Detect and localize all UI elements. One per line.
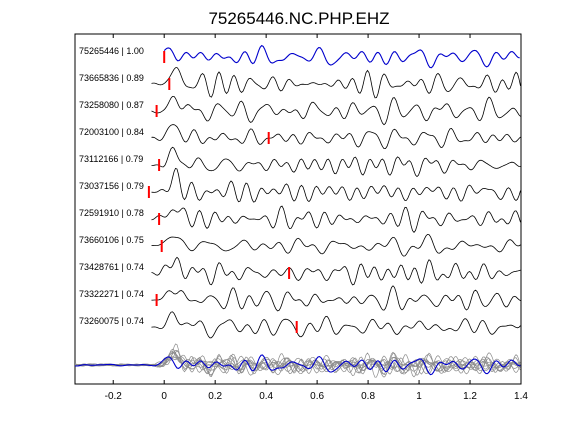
trace-label-1: 73665836 | 0.89 — [79, 73, 144, 83]
trace-line-0 — [163, 44, 520, 69]
trace-label-2: 73258080 | 0.87 — [79, 100, 144, 110]
chart-title: 75265446.NC.PHP.EHZ — [208, 9, 389, 28]
trace-label-4: 73112166 | 0.79 — [79, 154, 143, 164]
trace-line-2 — [151, 96, 521, 126]
trace-line-7 — [151, 233, 521, 257]
x-axis: -0.2 0 0.2 0.4 0.6 0.8 1 1.2 1.4 — [105, 34, 528, 402]
trace-label-0: 75265446 | 1.00 — [79, 46, 144, 56]
trace-label-6: 72591910 | 0.78 — [79, 208, 144, 218]
trace-line-4 — [151, 146, 521, 178]
x-tick-label-0: -0.2 — [105, 391, 123, 402]
x-tick-label-6: 1 — [416, 391, 422, 402]
x-tick-label-1: 0 — [161, 391, 167, 402]
trace-line-10 — [151, 311, 521, 339]
trace-line-1 — [151, 67, 521, 99]
x-tick-label-8: 1.4 — [514, 391, 528, 402]
trace-label-10: 73260075 | 0.74 — [79, 316, 144, 326]
trace-line-9 — [151, 285, 521, 312]
trace-label-9: 73322271 | 0.74 — [79, 289, 144, 299]
x-tick-label-2: 0.2 — [208, 391, 222, 402]
x-tick-label-7: 1.2 — [463, 391, 477, 402]
x-tick-label-5: 0.8 — [361, 391, 375, 402]
trace-label-7: 73660106 | 0.75 — [79, 235, 144, 245]
x-tick-label-3: 0.4 — [259, 391, 273, 402]
trace-label-3: 72003100 | 0.84 — [79, 127, 144, 137]
traces-layer: 75265446 | 1.00 73665836 | 0.89 73258080 |… — [79, 44, 521, 339]
trace-line-3 — [151, 124, 521, 149]
trace-label-8: 73428761 | 0.74 — [79, 262, 144, 272]
trace-line-5 — [151, 167, 521, 203]
stack-reference — [74, 354, 521, 376]
trace-label-5: 73037156 | 0.79 — [79, 181, 144, 191]
plot-frame — [74, 33, 522, 385]
x-tick-label-4: 0.6 — [310, 391, 324, 402]
trace-line-6 — [151, 205, 521, 234]
trace-line-8 — [151, 256, 521, 286]
stack-layer — [74, 343, 521, 378]
